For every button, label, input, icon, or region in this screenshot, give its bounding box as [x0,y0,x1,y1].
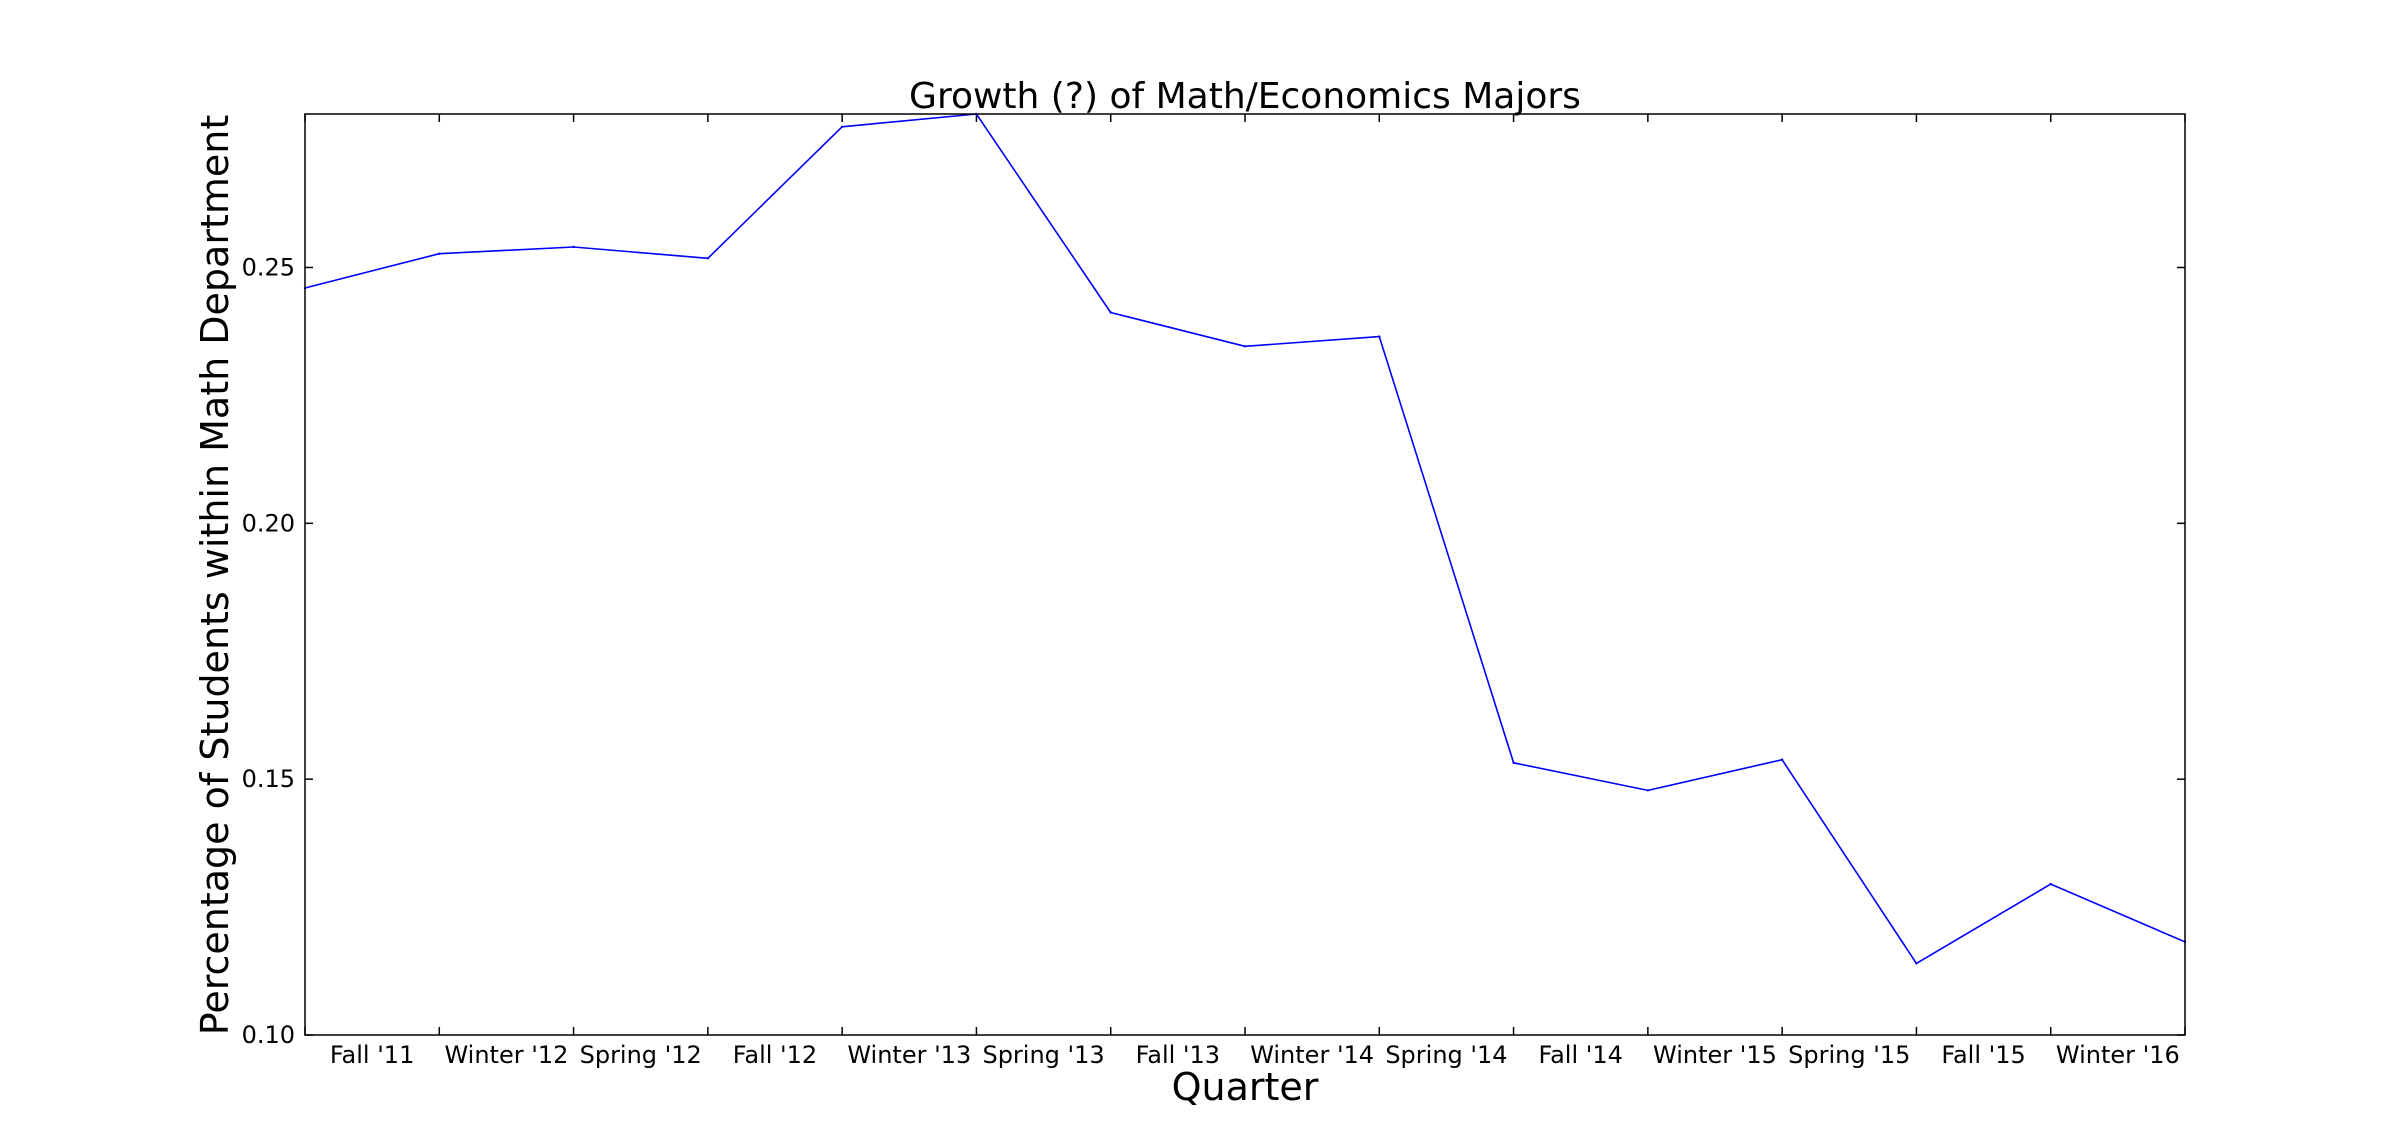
x-tick-label: Fall '13 [1136,1041,1220,1069]
data-point [1646,789,1650,792]
y-tick-label: 0.25 [242,254,295,282]
data-point [572,245,575,249]
x-tick-label: Winter '16 [2056,1041,2180,1069]
plot-frame [304,113,2186,1036]
x-tick-label: Fall '11 [330,1041,414,1069]
x-tick-label: Winter '12 [444,1041,568,1069]
x-tick-label: Spring '15 [1788,1041,1910,1069]
data-point [438,252,441,255]
x-axis-title: Quarter [1172,1065,1319,1109]
x-tick-label: Fall '15 [1941,1041,2025,1069]
data-point [2049,882,2052,886]
y-tick-label: 0.10 [242,1021,295,1049]
x-tick-label: Winter '14 [1250,1041,1374,1069]
y-tick-label: 0.20 [242,509,295,537]
data-point [1243,345,1247,348]
data-point [1512,761,1515,764]
data-point [1378,335,1381,338]
x-tick-label: Spring '14 [1385,1041,1507,1069]
y-tick-label: 0.15 [242,765,295,793]
chart-title: Growth (?) of Math/Economics Majors [909,76,1581,117]
y-axis-title: Percentage of Students within Math Depar… [193,115,237,1035]
data-point [706,257,710,260]
x-tick-label: Spring '13 [982,1041,1104,1069]
x-tick-label: Winter '13 [847,1041,971,1069]
x-tick-label: Fall '12 [733,1041,817,1069]
data-point [1780,758,1784,761]
data-point [1915,962,1918,965]
x-tick-label: Fall '14 [1539,1041,1623,1069]
axis-ticks: 0.10 0.15 0.20 0.25 Fall '11 Winter '12 Spring… [242,114,2186,1069]
x-tick-label: Spring '12 [580,1041,702,1069]
x-tick-label: Winter '15 [1653,1041,1777,1069]
data-point [840,125,844,128]
data-point [1109,311,1112,314]
